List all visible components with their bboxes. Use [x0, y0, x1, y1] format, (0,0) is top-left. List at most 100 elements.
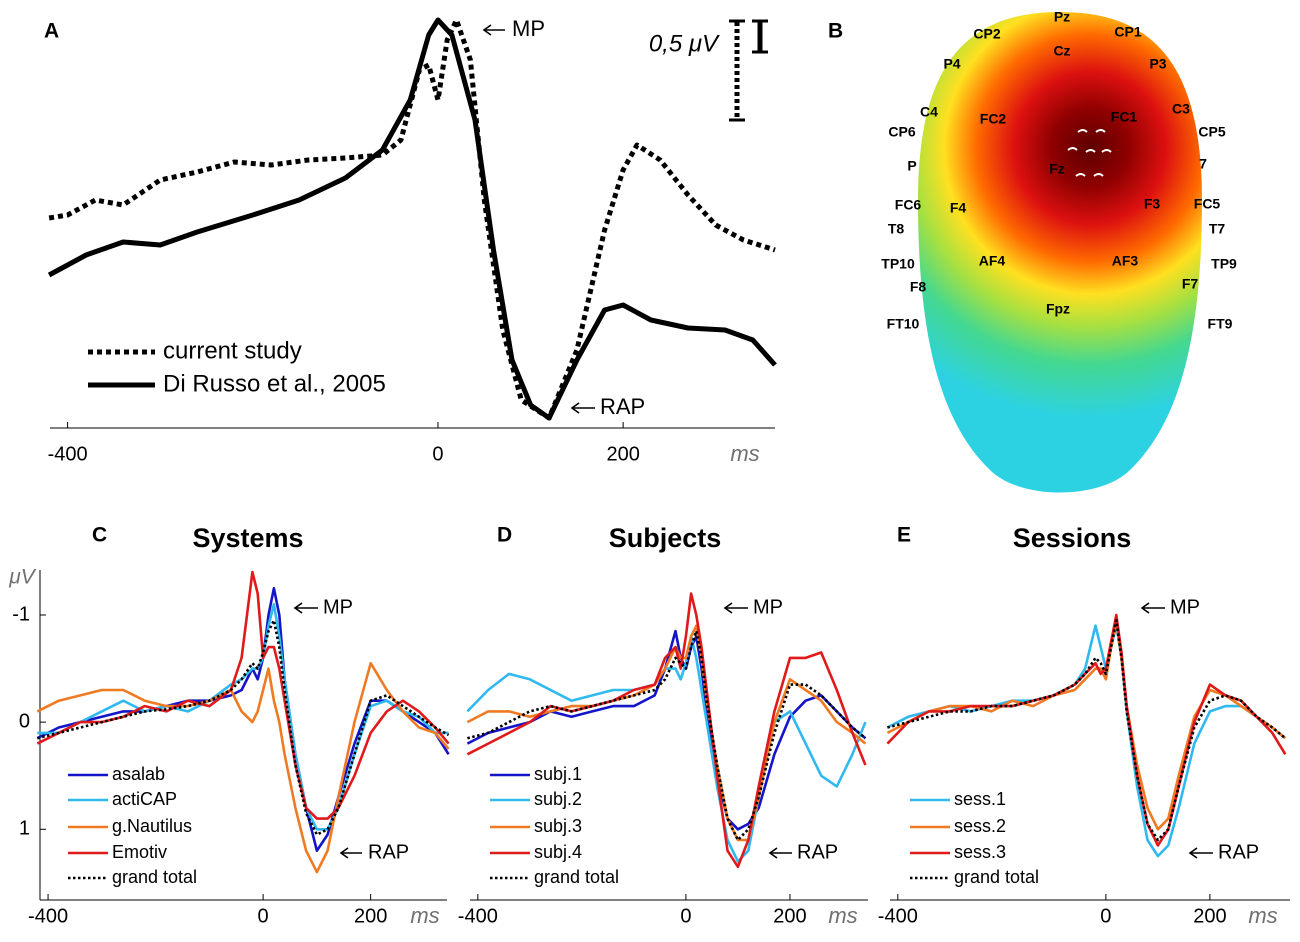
annotation: RAP	[600, 394, 645, 419]
panel-letter: E	[897, 524, 911, 547]
annotation: MP	[1170, 596, 1200, 618]
y-tick-label: 0	[19, 710, 30, 732]
scale-label: 0,5 μV	[649, 30, 720, 57]
electrode-label: 7	[1199, 156, 1207, 172]
legend-label: actiCAP	[112, 789, 177, 809]
electrode-label: FC2	[980, 111, 1007, 127]
x-tick-label: 0	[258, 905, 269, 927]
annotation: RAP	[797, 841, 838, 863]
annotation-arrowhead	[293, 602, 303, 614]
electrode-label: C3	[1172, 101, 1190, 117]
electrode-label: TP10	[881, 256, 915, 272]
annotation: RAP	[368, 841, 409, 863]
series-line	[467, 629, 867, 842]
annotation-arrowhead	[768, 847, 778, 859]
electrode-label: Pz	[1054, 9, 1070, 25]
electrode-label: FT10	[887, 316, 920, 332]
x-tick-label: -400	[48, 443, 88, 465]
electrode-label: FT9	[1208, 316, 1233, 332]
x-axis-label: ms	[730, 441, 759, 466]
annotation-arrowhead	[482, 24, 492, 36]
annotation-arrowhead	[339, 847, 349, 859]
electrode-label: P	[907, 158, 916, 174]
annotation-arrowhead	[723, 602, 733, 614]
legend-label: asalab	[112, 764, 165, 784]
legend-label: grand total	[112, 867, 197, 887]
legend-label: sess.2	[954, 816, 1006, 836]
x-tick-label: -400	[28, 905, 68, 927]
electrode-label: T8	[888, 221, 905, 237]
series-line	[47, 17, 777, 421]
head-map	[918, 12, 1202, 493]
annotation: MP	[753, 596, 783, 618]
panel-title: Sessions	[1013, 523, 1132, 553]
x-axis-label: ms	[1248, 903, 1277, 928]
legend-label: subj.3	[534, 816, 582, 836]
series-line	[466, 592, 867, 869]
electrode-label: F7	[1182, 276, 1199, 292]
series-line	[36, 661, 450, 874]
electrode-label: T7	[1209, 221, 1226, 237]
x-tick-label: 0	[1100, 905, 1111, 927]
legend-label: sess.3	[954, 842, 1006, 862]
series-line	[466, 624, 867, 842]
series-line	[886, 624, 1287, 858]
electrode-label: F8	[910, 279, 927, 295]
annotation-arrowhead	[570, 402, 580, 414]
x-tick-label: 200	[606, 443, 639, 465]
electrode-label: C4	[920, 104, 938, 120]
panel-letter: C	[92, 524, 107, 547]
electrode-label: CP5	[1198, 124, 1225, 140]
electrode-label: P4	[943, 56, 960, 72]
electrode-label: FC6	[895, 197, 922, 213]
electrode-label: CP1	[1114, 24, 1141, 40]
legend-label: grand total	[534, 867, 619, 887]
x-tick-label: 200	[354, 905, 387, 927]
legend-label: current study	[163, 337, 302, 364]
series-line	[466, 635, 867, 863]
electrode-label: CP2	[973, 26, 1000, 42]
electrode-label: Fz	[1049, 161, 1065, 177]
electrode-label: Fpz	[1046, 301, 1070, 317]
legend-label: grand total	[954, 867, 1039, 887]
panel-letter: D	[497, 524, 512, 547]
y-tick-label: 1	[19, 818, 30, 840]
x-axis-label: ms	[828, 903, 857, 928]
series-line	[36, 570, 450, 820]
legend-label: Emotiv	[112, 842, 167, 862]
panel-letter: A	[44, 20, 59, 43]
electrode-label: CP6	[888, 124, 915, 140]
x-tick-label: 200	[1193, 905, 1226, 927]
panel-title: Subjects	[609, 523, 722, 553]
y-axis-label: μV	[8, 566, 37, 589]
x-tick-label: 200	[773, 905, 806, 927]
electrode-label: Cz	[1053, 43, 1070, 59]
series-line	[887, 619, 1287, 842]
series-line	[48, 17, 776, 421]
legend-label: sess.1	[954, 789, 1006, 809]
annotation-arrowhead	[1140, 602, 1150, 614]
series-line	[36, 586, 450, 852]
annotation: MP	[323, 596, 353, 618]
annotation-arrowhead	[1188, 847, 1198, 859]
electrode-label: FC1	[1111, 109, 1138, 125]
x-tick-label: -400	[458, 905, 498, 927]
electrode-label: F4	[950, 200, 967, 216]
legend-label: g.Nautilus	[112, 816, 192, 836]
electrode-label: P3	[1149, 56, 1166, 72]
annotation: MP	[512, 16, 545, 41]
scale-bar	[729, 19, 768, 122]
electrode-label: TP9	[1211, 256, 1237, 272]
legend-label: subj.2	[534, 789, 582, 809]
electrode-label: F3	[1144, 196, 1161, 212]
x-axis-label: ms	[410, 903, 439, 928]
panel-letter: B	[828, 20, 843, 43]
legend-label: subj.4	[534, 842, 582, 862]
series-line	[886, 619, 1287, 831]
series-line	[886, 613, 1287, 847]
y-tick-label: -1	[12, 603, 30, 625]
x-tick-label: 0	[432, 443, 443, 465]
electrode-marks	[1067, 129, 1112, 177]
x-tick-label: 0	[680, 905, 691, 927]
